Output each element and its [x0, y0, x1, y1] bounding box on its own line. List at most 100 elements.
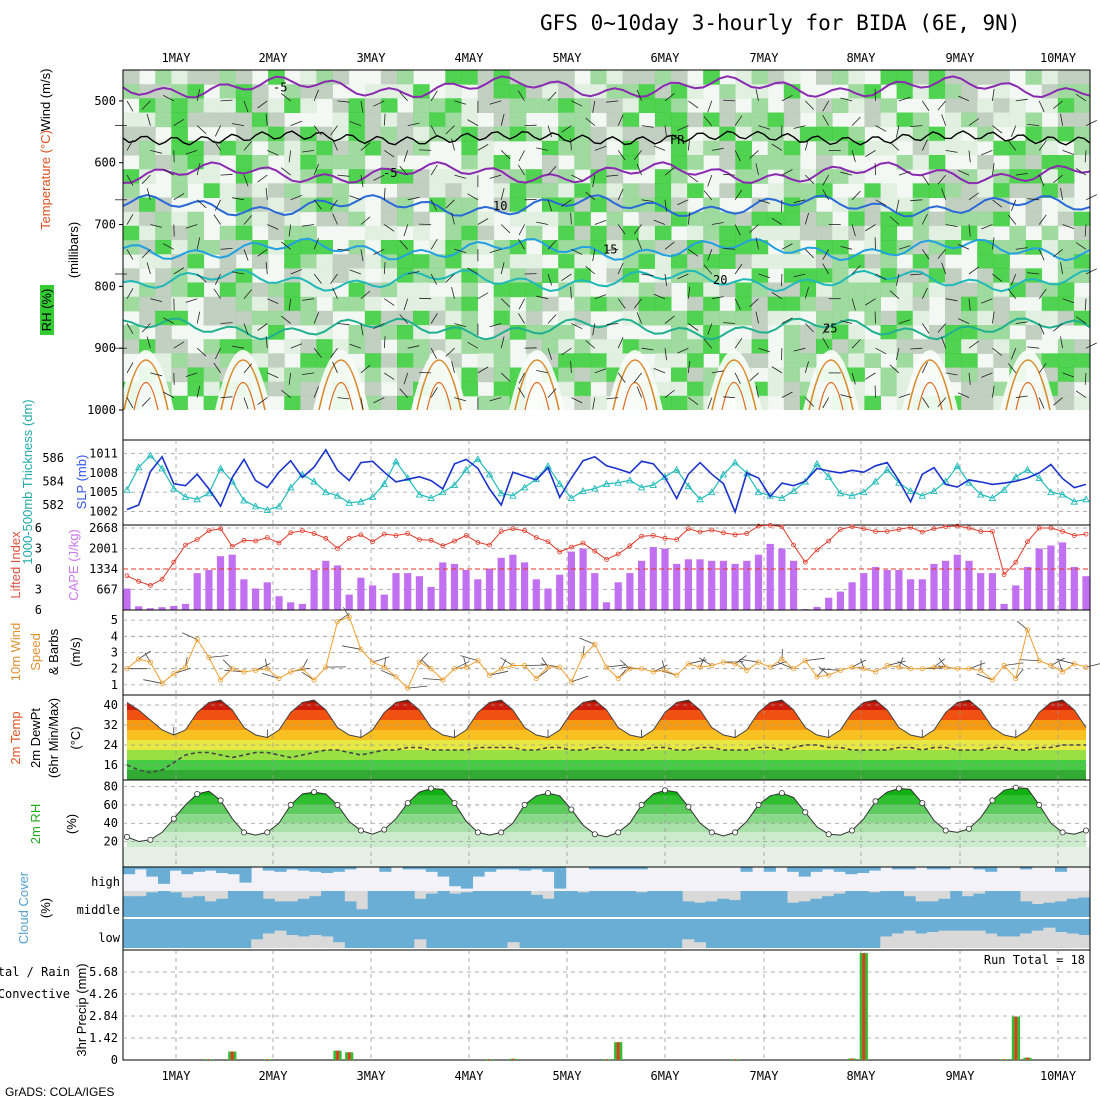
wind-barb	[758, 199, 771, 204]
rh-cell	[735, 225, 752, 241]
rh-cell	[783, 183, 801, 198]
thickness-marker	[193, 495, 201, 503]
cape-bar	[649, 547, 657, 610]
rh-cell	[864, 353, 881, 368]
rh-cell	[380, 353, 398, 368]
rh-cell	[848, 126, 865, 142]
rh-cell	[606, 155, 624, 170]
rh-cell	[1073, 339, 1091, 354]
rh-cell	[735, 112, 752, 128]
rh-cell	[525, 282, 543, 298]
rh-cell	[590, 197, 607, 213]
cape-bar	[497, 557, 505, 610]
rh-cell	[219, 225, 237, 241]
rh-cell	[638, 98, 656, 113]
cape-bar	[848, 582, 856, 610]
rh-cell	[993, 70, 1010, 85]
rh-cell	[671, 183, 688, 198]
wind-barb	[430, 125, 438, 137]
wind-barb	[1085, 194, 1097, 201]
wind-barb	[332, 139, 338, 151]
cloud-middle-bar	[262, 898, 275, 917]
rh-cell	[783, 211, 801, 227]
rh-cell	[155, 211, 172, 227]
rh-cell	[574, 282, 591, 298]
rh-cell	[493, 353, 511, 368]
wind-barb	[703, 190, 713, 201]
isotherm-30-dome	[123, 359, 169, 411]
rh-cell	[123, 197, 140, 213]
wind-barb	[257, 397, 268, 406]
cape-tick: 2668	[89, 521, 118, 535]
rh-marker	[942, 827, 949, 834]
rh-cell	[461, 183, 478, 198]
rh-cell	[380, 155, 398, 170]
cloud-low-bar	[1043, 927, 1056, 948]
rh-cell	[896, 155, 914, 170]
rh-cell	[767, 310, 785, 326]
wind-barb	[126, 249, 134, 260]
surface-wind-barb	[968, 662, 986, 670]
thickness-marker	[181, 492, 190, 500]
cloud-middle-bar	[1031, 904, 1044, 917]
rh-cell	[590, 325, 607, 340]
wind-barb	[664, 167, 675, 176]
rh-cell	[171, 339, 188, 354]
rh-cell	[139, 84, 156, 99]
cape-bar	[193, 573, 201, 610]
li-tick: 0	[35, 562, 42, 576]
wind-speed-marker	[837, 667, 844, 673]
thickness-marker	[567, 494, 576, 502]
rh-cell	[284, 225, 301, 241]
rh-cell	[799, 254, 817, 269]
rh-cell	[945, 268, 962, 283]
date-label-bottom: 2MAY	[259, 1069, 289, 1083]
lifted-index-marker	[1036, 525, 1042, 531]
cape-tick: 2001	[89, 542, 118, 556]
wind-barb	[617, 224, 626, 235]
lifted-index-marker	[873, 529, 878, 534]
lifted-index-marker	[627, 543, 633, 549]
wind-barb	[968, 340, 980, 349]
cloud-high-bar	[332, 867, 345, 872]
wind-barb	[1038, 323, 1045, 335]
rh-cell	[671, 98, 688, 113]
rh-cell	[203, 240, 221, 255]
cloud-middle-bar	[938, 898, 951, 917]
wind-barb	[633, 298, 642, 309]
rh-cell	[928, 183, 946, 198]
wind-barb	[981, 372, 993, 378]
wind-barb	[243, 174, 249, 187]
wind-barb	[1010, 199, 1017, 212]
cloud-middle-bar	[763, 891, 776, 917]
rh-cell	[300, 310, 317, 326]
cloud-low-bar	[251, 939, 264, 948]
wind-barb	[875, 125, 887, 132]
thickness-marker	[392, 457, 400, 465]
wind-barb	[641, 125, 654, 128]
wind-barb	[1053, 248, 1063, 258]
wind-barb	[957, 95, 970, 102]
cape-tick: 1334	[89, 562, 118, 576]
lifted-index-marker	[428, 537, 434, 543]
cloud-low-bar	[985, 933, 998, 948]
rh-cell	[300, 296, 317, 312]
wind-barb	[288, 298, 292, 311]
cape-bar	[123, 588, 131, 610]
wind-barb	[265, 187, 268, 200]
rh-cell	[139, 225, 156, 241]
thickness-marker	[240, 496, 248, 504]
rh-cell	[654, 282, 672, 298]
rh-cell	[558, 183, 575, 198]
temp-band	[127, 710, 1086, 720]
wind-barb	[921, 249, 930, 260]
rh-cell	[187, 211, 205, 227]
rh-cell	[638, 211, 656, 227]
rh-cell	[364, 310, 382, 326]
wind-speed-marker	[405, 685, 411, 691]
rh-cell	[219, 183, 237, 198]
wind-barb	[384, 298, 395, 306]
rh-cell	[1057, 339, 1075, 354]
rh-cell	[719, 282, 736, 298]
temp-tick: 40	[104, 698, 118, 712]
